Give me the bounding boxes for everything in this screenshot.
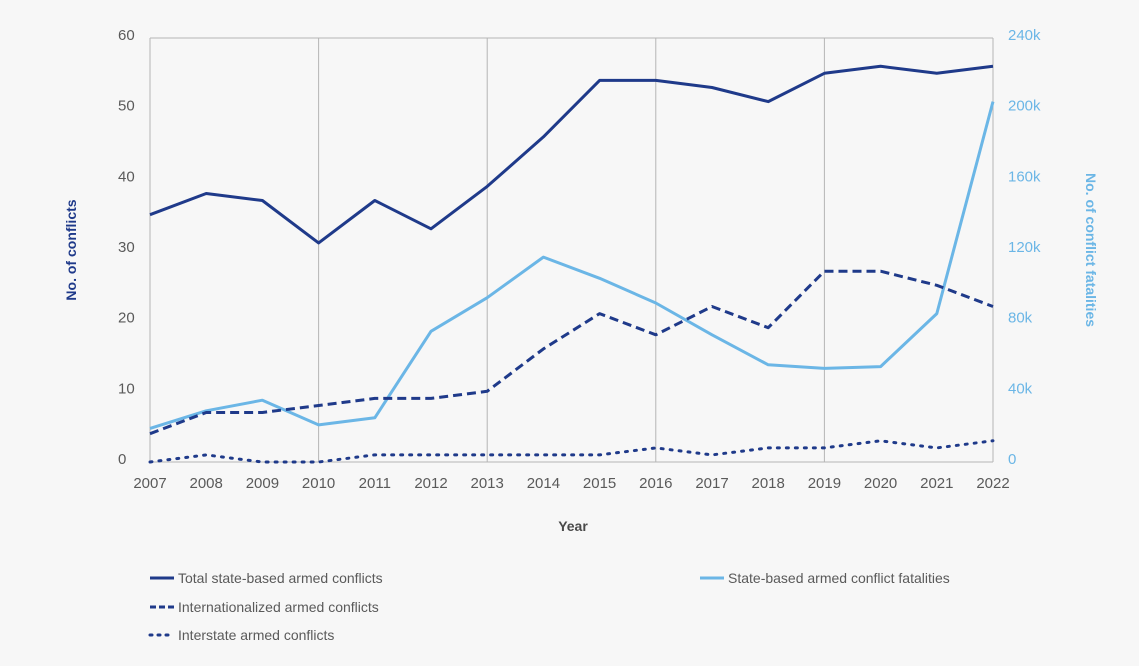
series-line-internationalized-armed-conflicts (149, 269, 994, 436)
y-tick-label: 50 (118, 98, 135, 115)
x-tick-label: 2014 (527, 475, 560, 492)
series-line-state-based-armed-conflict-fatalities (149, 101, 995, 430)
x-tick-label: 2016 (639, 475, 672, 492)
y-axis-title: No. of conflicts (63, 199, 79, 300)
x-tick-label: 2022 (976, 475, 1009, 492)
y2-tick-label: 200k (1008, 98, 1041, 115)
y2-axis-title: No. of conflict fatalities (1083, 173, 1099, 327)
grid (149, 37, 994, 463)
x-tick-label: 2012 (414, 475, 447, 492)
x-tick-label: 2018 (752, 475, 785, 492)
series-line-interstate-armed-conflicts (148, 439, 995, 464)
y2-tick-label: 40k (1008, 380, 1033, 397)
y2-tick-label: 120k (1008, 239, 1041, 256)
x-tick-label: 2007 (133, 475, 166, 492)
legend-label: State-based armed conflict fatalities (728, 570, 950, 586)
y2-tick-label: 240k (1008, 27, 1041, 44)
y-tick-label: 30 (118, 239, 135, 256)
x-tick-label: 2009 (246, 475, 279, 492)
y-tick-label: 60 (118, 27, 135, 44)
x-tick-label: 2019 (808, 475, 841, 492)
y-tick-labels: 0 10 20 30 40 50 60 (118, 27, 135, 468)
y2-tick-label: 80k (1008, 310, 1033, 327)
x-tick-label: 2020 (864, 475, 897, 492)
y-tick-label: 0 (118, 451, 126, 468)
y-tick-label: 10 (118, 380, 135, 397)
x-tick-label: 2015 (583, 475, 616, 492)
y2-tick-label: 160k (1008, 168, 1041, 185)
x-tick-label: 2010 (302, 475, 335, 492)
x-tick-labels: 2007 2008 2009 2010 2011 2012 2013 2014 2015 2016… (133, 475, 1009, 492)
legend-label: Total state-based armed conflicts (178, 570, 383, 586)
legend: Total state-based armed conflicts State-b… (148, 570, 950, 643)
x-axis-title: Year (558, 518, 588, 534)
x-tick-label: 2021 (920, 475, 953, 492)
y2-tick-label: 0 (1008, 451, 1016, 468)
x-tick-label: 2013 (471, 475, 504, 492)
series-line-total-state-based-armed-conflicts (149, 64, 994, 245)
x-tick-label: 2008 (190, 475, 223, 492)
legend-label: Interstate armed conflicts (178, 627, 334, 643)
x-tick-label: 2017 (695, 475, 728, 492)
y-tick-label: 40 (118, 168, 135, 185)
legend-label: Internationalized armed conflicts (178, 599, 379, 615)
y-tick-label: 20 (118, 310, 135, 327)
series-lines (148, 64, 995, 464)
x-tick-label: 2011 (359, 475, 391, 492)
y2-tick-labels: 0 40k 80k 120k 160k 200k 240k (1008, 27, 1041, 468)
